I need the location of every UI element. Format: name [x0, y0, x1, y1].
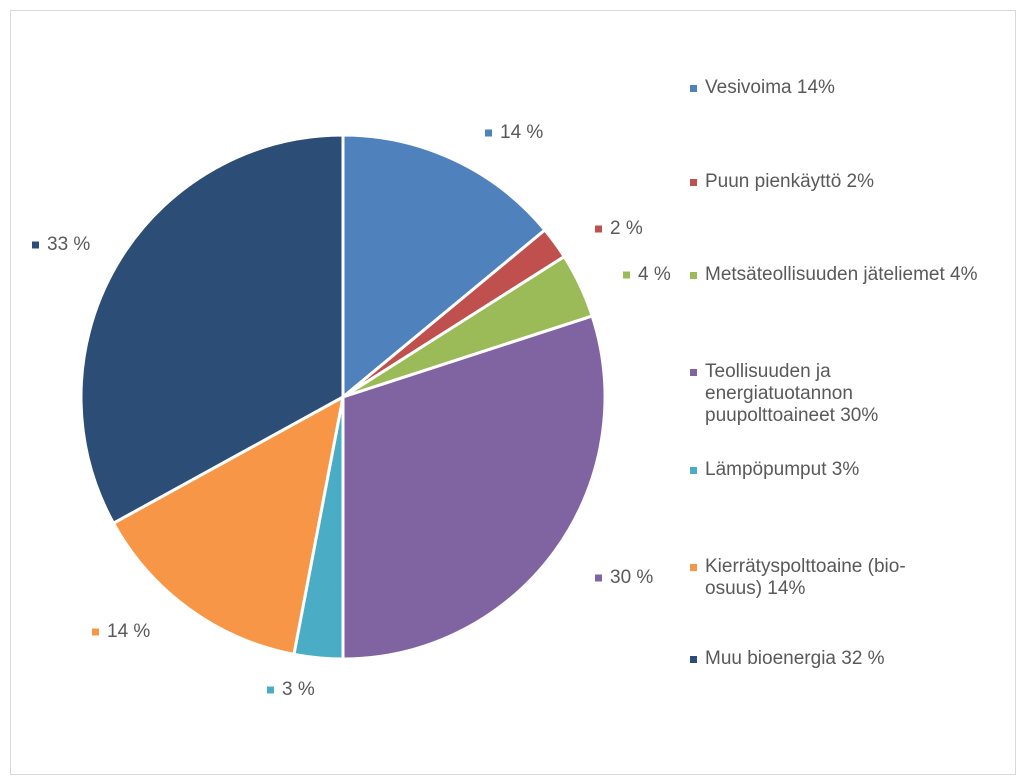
legend-label: Puun pienkäyttö 2% [705, 171, 875, 192]
data-label: 14 % [107, 621, 150, 642]
legend-label: Muu bioenergia 32 % [705, 648, 885, 669]
data-label: 30 % [610, 567, 653, 588]
pie-slice [341, 314, 607, 661]
legend-label: Teollisuuden ja energiatuotannon puupolt… [705, 361, 879, 426]
legend-swatch [690, 85, 697, 92]
pie-slice [79, 133, 345, 526]
label-marker [485, 129, 492, 137]
legend-entry: Kierrätyspolttoaine (bio-osuus) 14% [690, 556, 960, 600]
legend-entry: Metsäteollisuuden jäteliemet 4% [690, 264, 1020, 286]
data-label: 3 % [282, 679, 315, 700]
data-label: 14 % [500, 122, 543, 143]
legend-label: Vesivoima 14% [705, 77, 835, 98]
label-marker [595, 574, 602, 582]
legend-entry: Puun pienkäyttö 2% [690, 171, 960, 193]
legend-swatch [690, 179, 697, 186]
legend-swatch [690, 369, 697, 376]
legend-entry: Lämpöpumput 3% [690, 459, 960, 481]
label-marker [623, 271, 630, 279]
legend-entry: Vesivoima 14% [690, 77, 960, 99]
data-label: 33 % [47, 234, 90, 255]
legend-swatch [690, 564, 697, 571]
legend-entry: Teollisuuden ja energiatuotannon puupolt… [690, 361, 960, 427]
label-marker [267, 686, 274, 694]
label-marker [32, 241, 39, 249]
label-marker [92, 628, 99, 636]
legend-entry: Muu bioenergia 32 % [690, 648, 960, 670]
legend-label: Metsäteollisuuden jäteliemet 4% [705, 264, 978, 285]
legend-swatch [690, 272, 697, 279]
data-label: 2 % [610, 218, 643, 239]
legend-swatch [690, 656, 697, 663]
pie-slice [341, 133, 547, 401]
data-label: 4 % [638, 264, 671, 285]
label-marker [595, 225, 602, 233]
legend-label: Kierrätyspolttoaine (bio-osuus) 14% [705, 556, 906, 599]
legend-swatch [690, 467, 697, 474]
legend-label: Lämpöpumput 3% [705, 459, 860, 480]
pie-slice [111, 394, 346, 657]
